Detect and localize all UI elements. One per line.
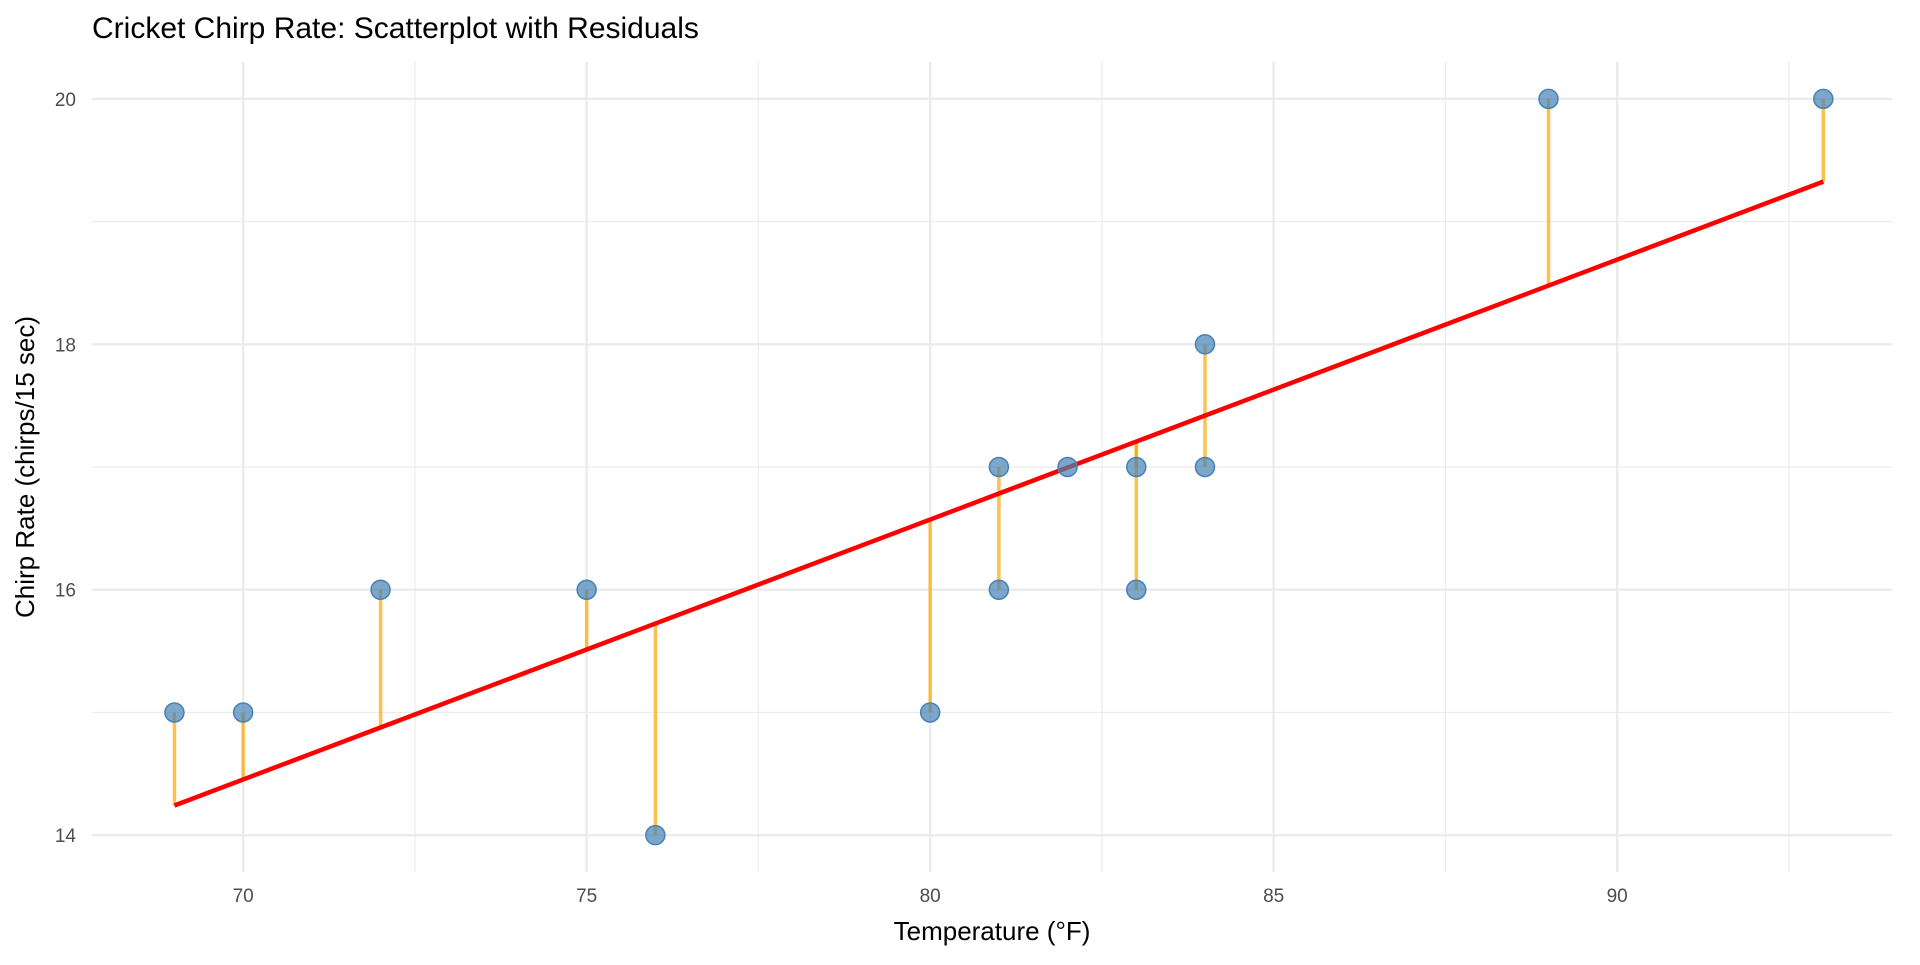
chart-title: Cricket Chirp Rate: Scatterplot with Res…: [92, 12, 699, 45]
x-tick-label: 80: [920, 886, 941, 907]
residual-lines: [172, 98, 1826, 836]
data-point: [164, 702, 185, 723]
grid: [92, 62, 1892, 872]
y-tick-label: 14: [55, 826, 77, 847]
data-point: [232, 702, 254, 723]
data-point: [1126, 579, 1147, 600]
y-tick-label: 18: [55, 335, 76, 356]
x-tick-label: 90: [1607, 886, 1628, 907]
y-tick-label: 16: [55, 581, 76, 602]
data-point: [988, 579, 1010, 600]
x-tick-label: 75: [576, 886, 597, 907]
y-tick-label: 20: [55, 90, 76, 111]
data-point: [1813, 88, 1834, 110]
x-tick-label: 70: [233, 886, 254, 907]
x-tick-label: 85: [1263, 886, 1284, 907]
data-point: [988, 456, 1010, 478]
data-point: [1126, 456, 1147, 478]
data-point: [645, 824, 666, 846]
data-point: [919, 702, 941, 723]
data-point: [1194, 334, 1216, 355]
x-axis-label: Temperature (°F): [894, 916, 1091, 946]
data-points: [164, 88, 1834, 846]
data-point: [1538, 88, 1559, 110]
data-point: [1194, 456, 1216, 478]
data-point: [370, 579, 391, 600]
regression-line: [173, 179, 1825, 808]
data-point: [576, 579, 597, 600]
axis-ticks: 70 75 80 85 90 14 16 18 20: [55, 90, 1628, 907]
data-point: [1057, 456, 1078, 478]
y-axis-label: Chirp Rate (chirps/15 sec): [10, 316, 40, 618]
fit-line-group: [173, 179, 1825, 808]
